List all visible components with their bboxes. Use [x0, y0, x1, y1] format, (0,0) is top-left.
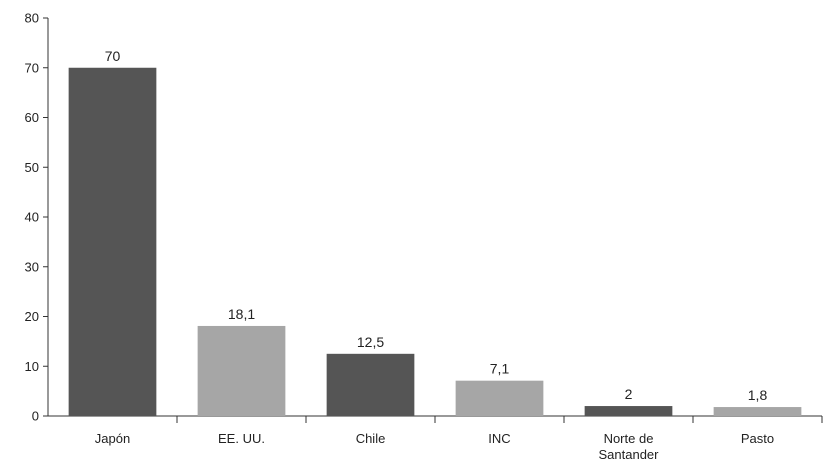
- y-tick-label: 80: [25, 11, 39, 26]
- bars: [68, 67, 802, 416]
- x-tick-label: Norte de Santander: [599, 431, 660, 462]
- data-label: 7,1: [490, 361, 510, 377]
- bar: [455, 380, 544, 416]
- y-tick-label: 10: [25, 359, 39, 374]
- y-tick-label: 40: [25, 210, 39, 225]
- x-tick-label: Chile: [356, 431, 386, 446]
- x-tick-label: Pasto: [741, 431, 774, 446]
- bar: [326, 353, 415, 416]
- y-tick-label: 30: [25, 259, 39, 274]
- data-label: 1,8: [748, 387, 768, 403]
- y-tick-label: 70: [25, 60, 39, 75]
- y-tick-label: 0: [32, 409, 39, 424]
- bar: [713, 407, 802, 416]
- bar: [584, 406, 673, 416]
- x-axis: Japón EE. UU. Chile INC Norte de Santander Pas…: [48, 415, 823, 462]
- data-label: 18,1: [228, 306, 255, 322]
- x-tick-label: Japón: [95, 431, 130, 446]
- y-axis: 0 10 20 30 40 50 60 70 80: [25, 11, 49, 424]
- x-tick-label: INC: [488, 431, 510, 446]
- data-labels: 70 18,1 12,5 7,1 2 1,8: [105, 48, 768, 403]
- y-tick-label: 60: [25, 110, 39, 125]
- bar: [197, 325, 286, 416]
- data-label: 70: [105, 48, 121, 64]
- x-tick-label: EE. UU.: [218, 431, 265, 446]
- data-label: 2: [625, 386, 633, 402]
- bar: [68, 67, 157, 416]
- y-tick-label: 50: [25, 160, 39, 175]
- y-tick-label: 20: [25, 309, 39, 324]
- data-label: 12,5: [357, 334, 384, 350]
